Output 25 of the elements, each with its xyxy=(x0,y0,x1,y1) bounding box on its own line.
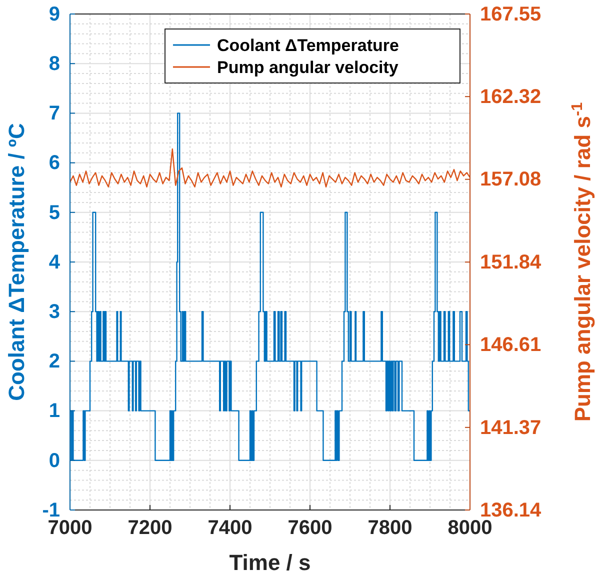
y2-tick-label: 151.84 xyxy=(480,251,542,274)
legend-label: Pump angular velocity xyxy=(217,58,399,77)
y-axis-title: Coolant ΔTemperature / ºC xyxy=(4,123,29,401)
x-tick-label: 7600 xyxy=(288,517,332,540)
y-tick-label: 7 xyxy=(48,102,60,125)
x-tick-label: 7400 xyxy=(208,517,252,540)
x-tick-label: 7800 xyxy=(368,517,412,540)
y2-tick-label: 162.32 xyxy=(480,86,542,108)
y2-tick-label: 167.55 xyxy=(480,3,542,26)
y-tick-label: 5 xyxy=(48,202,60,224)
y2-tick-label: 157.08 xyxy=(480,168,542,191)
y-tick-label: 0 xyxy=(48,450,60,472)
y2-tick-label: 141.37 xyxy=(480,416,542,439)
y-tick-label: 6 xyxy=(48,152,60,174)
x-tick-label: 7200 xyxy=(128,517,172,540)
y-tick-label: 1 xyxy=(48,400,60,422)
line-series xyxy=(69,148,471,188)
y-tick-label: 4 xyxy=(48,251,61,274)
y2-tick-label: 146.61 xyxy=(480,334,542,356)
y-tick-label: 3 xyxy=(48,301,60,323)
y-tick-label: 8 xyxy=(48,53,60,75)
y-tick-label: 9 xyxy=(48,3,60,26)
legend-label: Coolant ΔTemperature xyxy=(217,36,399,55)
y-tick-label: 2 xyxy=(48,350,60,373)
x-axis-title: Time / s xyxy=(229,550,311,575)
